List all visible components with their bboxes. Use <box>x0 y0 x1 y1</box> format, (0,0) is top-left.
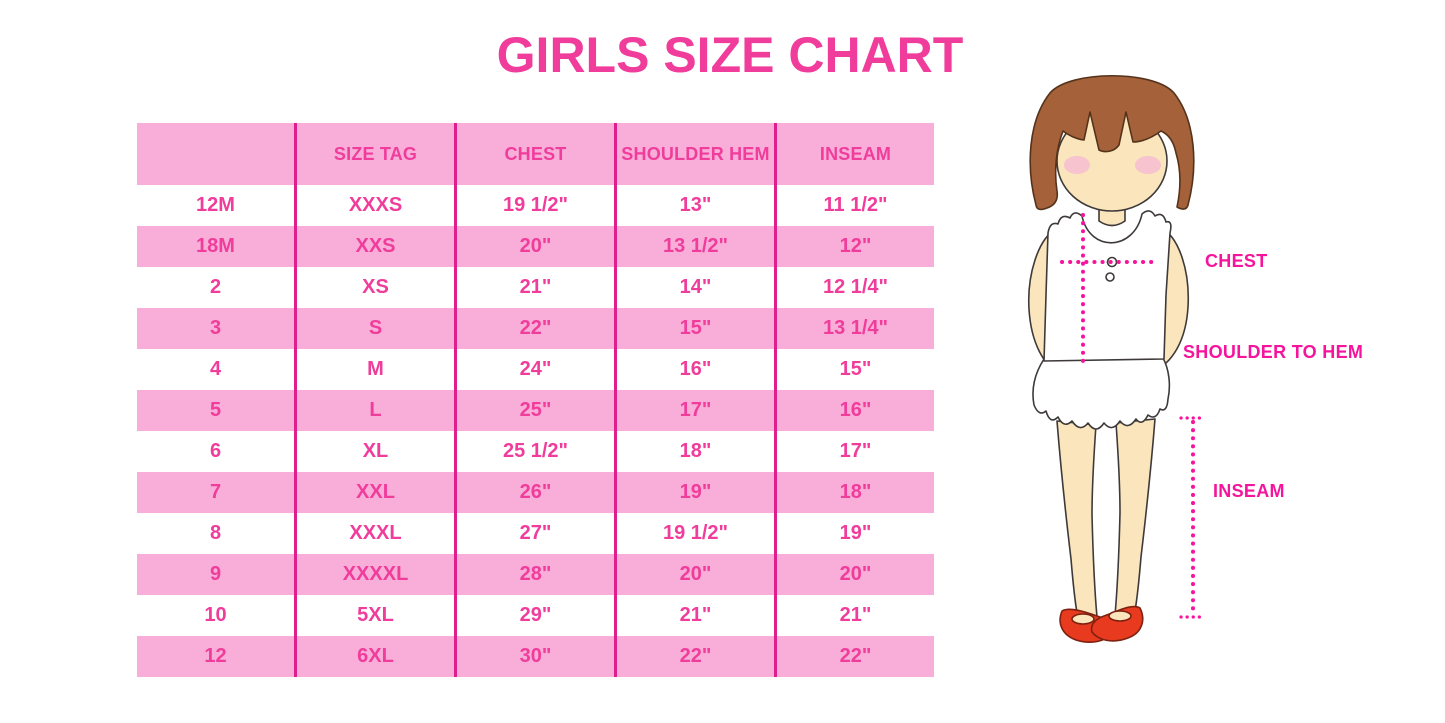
table-cell: 14" <box>617 267 777 308</box>
table-cell: 2 <box>137 267 297 308</box>
table-cell: 22" <box>839 645 872 667</box>
table-cell: 20" <box>839 563 872 585</box>
blush-right <box>1135 156 1161 174</box>
table-cell: XXL <box>297 472 457 513</box>
table-cell: 27" <box>457 513 617 554</box>
table-header-cell: INSEAM <box>819 143 892 164</box>
table-row: 9 XXXXL 28" 20" 20" <box>137 554 934 595</box>
table-cell: 28" <box>457 554 617 595</box>
table-cell: 29" <box>457 595 617 636</box>
size-chart-table: SIZE TAG CHEST SHOULDER HEM INSEAM 12M X… <box>137 123 934 677</box>
table-header-cell: SIZE TAG <box>297 123 457 185</box>
table-cell: 21" <box>617 595 777 636</box>
skirt <box>1032 357 1171 430</box>
table-row: 7 XXL 26" 19" 18" <box>137 472 934 513</box>
hair <box>1029 75 1195 211</box>
table-cell: 18" <box>617 431 777 472</box>
table-row: 2 XS 21" 14" 12 1/4" <box>137 267 934 308</box>
table-cell: 4 <box>137 349 297 390</box>
right-leg <box>1114 418 1156 616</box>
table-row: 18M XXS 20" 13 1/2" 12" <box>137 226 934 267</box>
table-cell: 19 1/2" <box>457 185 617 226</box>
table-cell: 30" <box>457 636 617 677</box>
table-cell: 12" <box>839 235 872 257</box>
table-cell: 13" <box>617 185 777 226</box>
table-cell: XXS <box>297 226 457 267</box>
table-cell: 7 <box>137 472 297 513</box>
table-cell: 20" <box>617 554 777 595</box>
table-header-cell: CHEST <box>457 123 617 185</box>
top <box>1043 210 1172 362</box>
table-cell: 26" <box>457 472 617 513</box>
table-cell: 5XL <box>297 595 457 636</box>
table-cell: 13 1/2" <box>617 226 777 267</box>
table-cell: 5 <box>137 390 297 431</box>
table-cell: 15" <box>617 308 777 349</box>
right-shoe-opening <box>1108 610 1132 622</box>
table-row: 10 5XL 29" 21" 21" <box>137 595 934 636</box>
table-cell: 16" <box>617 349 777 390</box>
table-cell: 6XL <box>297 636 457 677</box>
table-cell: XXXXL <box>297 554 457 595</box>
table-cell: 18M <box>137 226 297 267</box>
table-cell: 13 1/4" <box>822 317 889 339</box>
table-cell: XXXS <box>297 185 457 226</box>
table-cell: 15" <box>839 358 872 380</box>
table-header-cell: SHOULDER HEM <box>617 123 777 185</box>
left-leg <box>1056 420 1098 618</box>
table-row: 4 M 24" 16" 15" <box>137 349 934 390</box>
table-cell: XXXL <box>297 513 457 554</box>
button-bottom <box>1105 272 1115 282</box>
table-cell: 12M <box>137 185 297 226</box>
table-cell: 20" <box>457 226 617 267</box>
table-header-cell <box>137 123 297 185</box>
table-cell: L <box>297 390 457 431</box>
table-cell: 19 1/2" <box>617 513 777 554</box>
table-cell: 19" <box>617 472 777 513</box>
girl-figure-svg <box>1027 75 1206 643</box>
table-cell: XL <box>297 431 457 472</box>
table-cell: M <box>297 349 457 390</box>
table-cell: 21" <box>457 267 617 308</box>
table-cell: 10 <box>137 595 297 636</box>
table-row: 8 XXXL 27" 19 1/2" 19" <box>137 513 934 554</box>
table-row: 6 XL 25 1/2" 18" 17" <box>137 431 934 472</box>
shoulder-to-hem-label: SHOULDER TO HEM <box>1183 342 1364 362</box>
table-cell: 3 <box>137 308 297 349</box>
table-cell: XS <box>297 267 457 308</box>
chest-label: CHEST <box>1205 251 1268 271</box>
table-cell: 17" <box>617 390 777 431</box>
page-title: GIRLS SIZE CHART <box>496 27 964 83</box>
table-cell: 6 <box>137 431 297 472</box>
table-cell: 24" <box>457 349 617 390</box>
table-cell: 12 1/4" <box>822 276 889 298</box>
table-cell: 8 <box>137 513 297 554</box>
table-cell: 22" <box>617 636 777 677</box>
table-row: 12M XXXS 19 1/2" 13" 11 1/2" <box>137 185 934 226</box>
table-row: 3 S 22" 15" 13 1/4" <box>137 308 934 349</box>
table-cell: 17" <box>839 440 872 462</box>
table-row: 12 6XL 30" 22" 22" <box>137 636 934 677</box>
blush-left <box>1064 156 1090 174</box>
left-shoe-opening <box>1071 613 1095 625</box>
table-cell: 25 1/2" <box>457 431 617 472</box>
table-cell: 9 <box>137 554 297 595</box>
girl-figure-illustration: CHEST SHOULDER TO HEM INSEAM <box>1000 55 1430 700</box>
table-cell: 19" <box>839 522 872 544</box>
table-row: 5 L 25" 17" 16" <box>137 390 934 431</box>
table-cell: 12 <box>137 636 297 677</box>
table-cell: 22" <box>457 308 617 349</box>
table-cell: 11 1/2" <box>823 194 888 216</box>
table-cell: 25" <box>457 390 617 431</box>
table-header-row: SIZE TAG CHEST SHOULDER HEM INSEAM <box>137 123 934 185</box>
table-cell: 21" <box>839 604 872 626</box>
table-cell: 18" <box>839 481 872 503</box>
inseam-label: INSEAM <box>1213 481 1285 501</box>
table-cell: 16" <box>839 399 872 421</box>
table-cell: S <box>297 308 457 349</box>
